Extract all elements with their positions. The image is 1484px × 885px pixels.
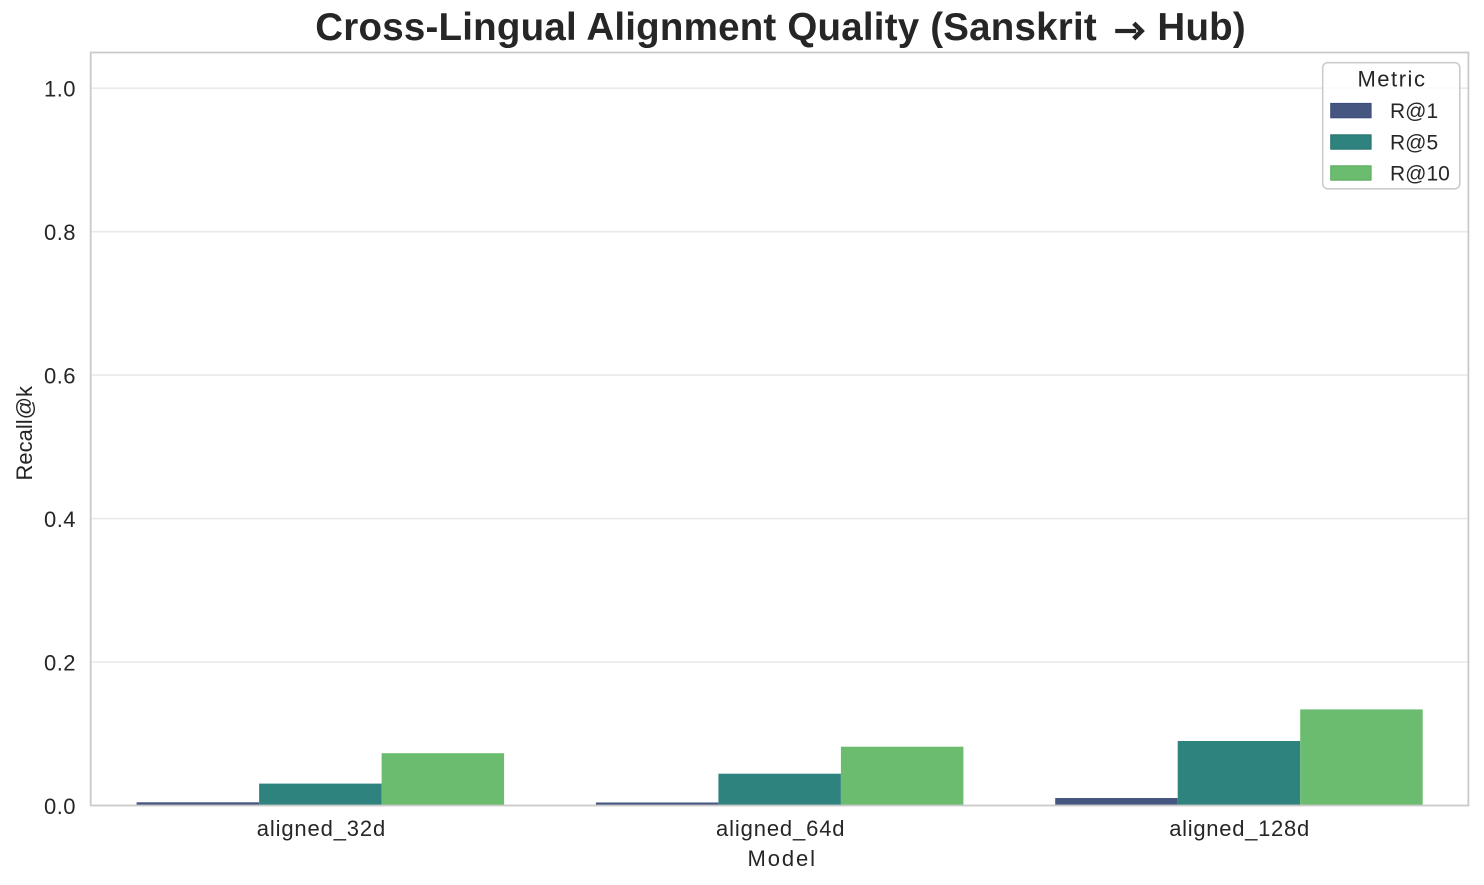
svg-text:aligned_32d: aligned_32d xyxy=(257,816,386,841)
svg-text:1.0: 1.0 xyxy=(44,77,76,102)
svg-text:0.0: 0.0 xyxy=(44,794,76,819)
svg-text:R@1: R@1 xyxy=(1390,100,1438,123)
svg-text:0.6: 0.6 xyxy=(44,363,76,388)
svg-text:Metric: Metric xyxy=(1357,66,1425,91)
svg-text:Cross-Lingual Alignment Qualit: Cross-Lingual Alignment Quality (Sanskri… xyxy=(315,6,1246,49)
svg-text:R@5: R@5 xyxy=(1390,132,1438,155)
svg-text:aligned_64d: aligned_64d xyxy=(716,816,845,841)
svg-text:R@10: R@10 xyxy=(1390,163,1450,186)
svg-text:aligned_128d: aligned_128d xyxy=(1169,816,1309,841)
svg-text:Recall@k: Recall@k xyxy=(12,385,37,481)
svg-text:0.4: 0.4 xyxy=(44,507,76,532)
svg-text:0.2: 0.2 xyxy=(44,650,76,675)
svg-text:Model: Model xyxy=(748,846,816,871)
svg-text:0.8: 0.8 xyxy=(44,220,76,245)
